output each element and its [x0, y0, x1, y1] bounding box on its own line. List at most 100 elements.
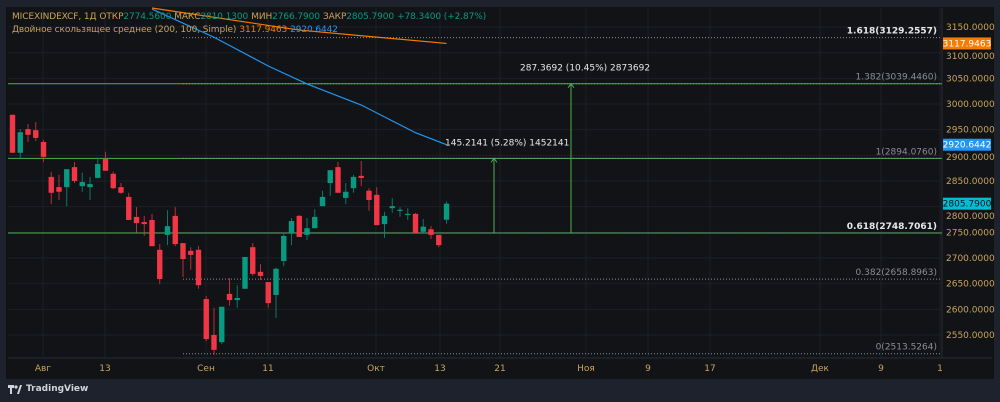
candle-down — [118, 187, 124, 193]
candle-up — [242, 256, 248, 289]
change-value: +78.3400 (+2.87%) — [397, 12, 487, 22]
time-tick-label: 9 — [878, 364, 884, 374]
low-value: 2766.7900 — [272, 12, 320, 22]
candle-down — [40, 141, 47, 157]
candle-down — [172, 215, 178, 245]
fib-level-label: 0.382(2658.8963) — [856, 268, 937, 278]
candle-down — [226, 293, 233, 301]
candle-down — [48, 176, 54, 193]
candle-down — [211, 334, 217, 350]
fib-level-label: 1(2894.0760) — [876, 147, 937, 157]
close-label: ЗАКР — [322, 12, 347, 22]
candle-up — [405, 213, 411, 216]
candle-down — [436, 234, 442, 246]
candle-down — [110, 173, 116, 189]
candle-up — [327, 170, 333, 184]
candle-down — [412, 213, 419, 233]
price-tick-label: 2550.0000 — [946, 331, 995, 341]
time-tick-label: Окт — [367, 364, 385, 374]
fib-level-label: 1.618(3129.2557) — [847, 27, 937, 37]
candle-up — [381, 215, 388, 225]
price-tick-label: 2700.0000 — [946, 254, 995, 264]
ma-200-line — [151, 7, 447, 45]
time-tick-label: 11 — [262, 364, 273, 374]
candle-up — [219, 306, 225, 343]
fib-level-label: 0(2513.5264) — [876, 343, 937, 353]
tradingview-logo-icon — [8, 384, 22, 394]
price-tick-label: 2900.0000 — [946, 153, 995, 163]
candle-up — [234, 298, 240, 301]
candle-down — [188, 250, 194, 255]
candle-down — [250, 247, 256, 274]
price-axis — [942, 7, 994, 378]
candle-up — [304, 228, 310, 235]
low-label: МИН — [251, 12, 273, 22]
candle-up — [79, 182, 85, 187]
candle-up — [397, 209, 403, 211]
indicator-name[interactable]: Двойное скользящее среднее (200, 100, Si… — [12, 25, 237, 35]
symbol-legend[interactable]: MICEXINDEXCF, 1Д ОТКР2774.5600 МАКС2810.13… — [12, 12, 489, 22]
candle-down — [157, 249, 163, 280]
measure-label: 145.2141 (5.28%) 1452141 — [445, 138, 569, 148]
candle-down — [25, 129, 31, 135]
candle-up — [389, 206, 395, 209]
price-tick-label: 2800.0000 — [946, 212, 995, 222]
candle-down — [102, 158, 109, 171]
candle-up — [95, 164, 101, 178]
indicator-legend[interactable]: Двойное скользящее среднее (200, 100, Si… — [12, 25, 341, 35]
candle-down — [296, 215, 302, 237]
candle-up — [64, 169, 70, 188]
price-tick-label: 2650.0000 — [946, 280, 995, 290]
open-label: ОТКР — [99, 12, 124, 22]
candle-down — [203, 299, 209, 340]
candle-up — [443, 203, 450, 220]
open-value: 2774.5600 — [123, 12, 172, 22]
candle-down — [257, 271, 264, 276]
price-badge — [943, 37, 991, 50]
tradingview-logo[interactable]: TradingView — [8, 384, 88, 394]
price-badge — [943, 138, 991, 151]
candle-down — [265, 282, 271, 304]
measure-arrow-icon — [490, 157, 498, 163]
time-tick-label: 17 — [704, 364, 715, 374]
candle-up — [288, 221, 295, 233]
candle-down — [133, 216, 140, 224]
price-badge-label: 3117.9463 — [943, 39, 992, 49]
price-badge — [943, 197, 991, 210]
price-tick-label: 2950.0000 — [946, 126, 995, 136]
candle-up — [343, 191, 349, 198]
price-tick-label: 2850.0000 — [946, 177, 995, 187]
candle-down — [141, 222, 147, 225]
time-tick-label: Авг — [35, 364, 51, 374]
candle-up — [420, 226, 426, 232]
candle-down — [335, 167, 341, 193]
time-tick-label: 9 — [645, 364, 651, 374]
measure-label: 287.3692 (10.45%) 2873692 — [520, 64, 650, 74]
candle-up — [273, 268, 279, 295]
candle-up — [17, 132, 23, 153]
time-tick-label: Ноя — [577, 364, 595, 374]
price-badge-label: 2805.7900 — [943, 200, 992, 210]
price-tick-label: 3050.0000 — [946, 74, 995, 84]
price-tick-label: 3000.0000 — [946, 100, 995, 110]
price-tick-label: 3100.0000 — [946, 52, 995, 62]
high-value: 2810.1300 — [200, 12, 249, 22]
candle-down — [195, 249, 202, 286]
price-tick-label: 2750.0000 — [946, 228, 995, 238]
fib-level-label: 0.618(2748.7061) — [847, 222, 937, 232]
candle-down — [428, 229, 434, 235]
time-tick-label: 1 — [937, 364, 943, 374]
candle-up — [164, 226, 171, 235]
candle-down — [366, 190, 372, 200]
fib-level-label: 1.382(3039.4460) — [856, 73, 937, 83]
high-label: МАКС — [174, 12, 201, 22]
measure-arrow-icon — [567, 82, 575, 89]
candle-up — [319, 196, 326, 207]
candle-down — [56, 187, 62, 192]
candle-up — [312, 216, 318, 229]
candle-down — [180, 243, 186, 260]
price-badge-label: 2920.6442 — [943, 141, 992, 151]
symbol-name[interactable]: MICEXINDEXCF, 1Д — [12, 12, 97, 22]
